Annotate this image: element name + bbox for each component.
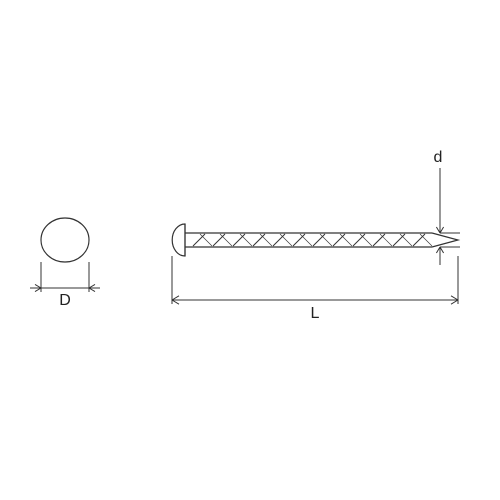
nail-twist-pattern (193, 234, 432, 246)
dimension-D: D (30, 262, 100, 309)
nail-head (172, 224, 185, 256)
dimension-L: L (172, 256, 458, 322)
dimension-d: d (434, 149, 460, 265)
technical-drawing: Dd L (0, 0, 500, 500)
nail-side-view (172, 224, 458, 256)
nail-tip (432, 233, 458, 247)
label-d: d (434, 149, 443, 166)
label-L: L (311, 305, 320, 322)
label-D: D (59, 292, 71, 309)
nail-head-front-view (41, 218, 89, 262)
